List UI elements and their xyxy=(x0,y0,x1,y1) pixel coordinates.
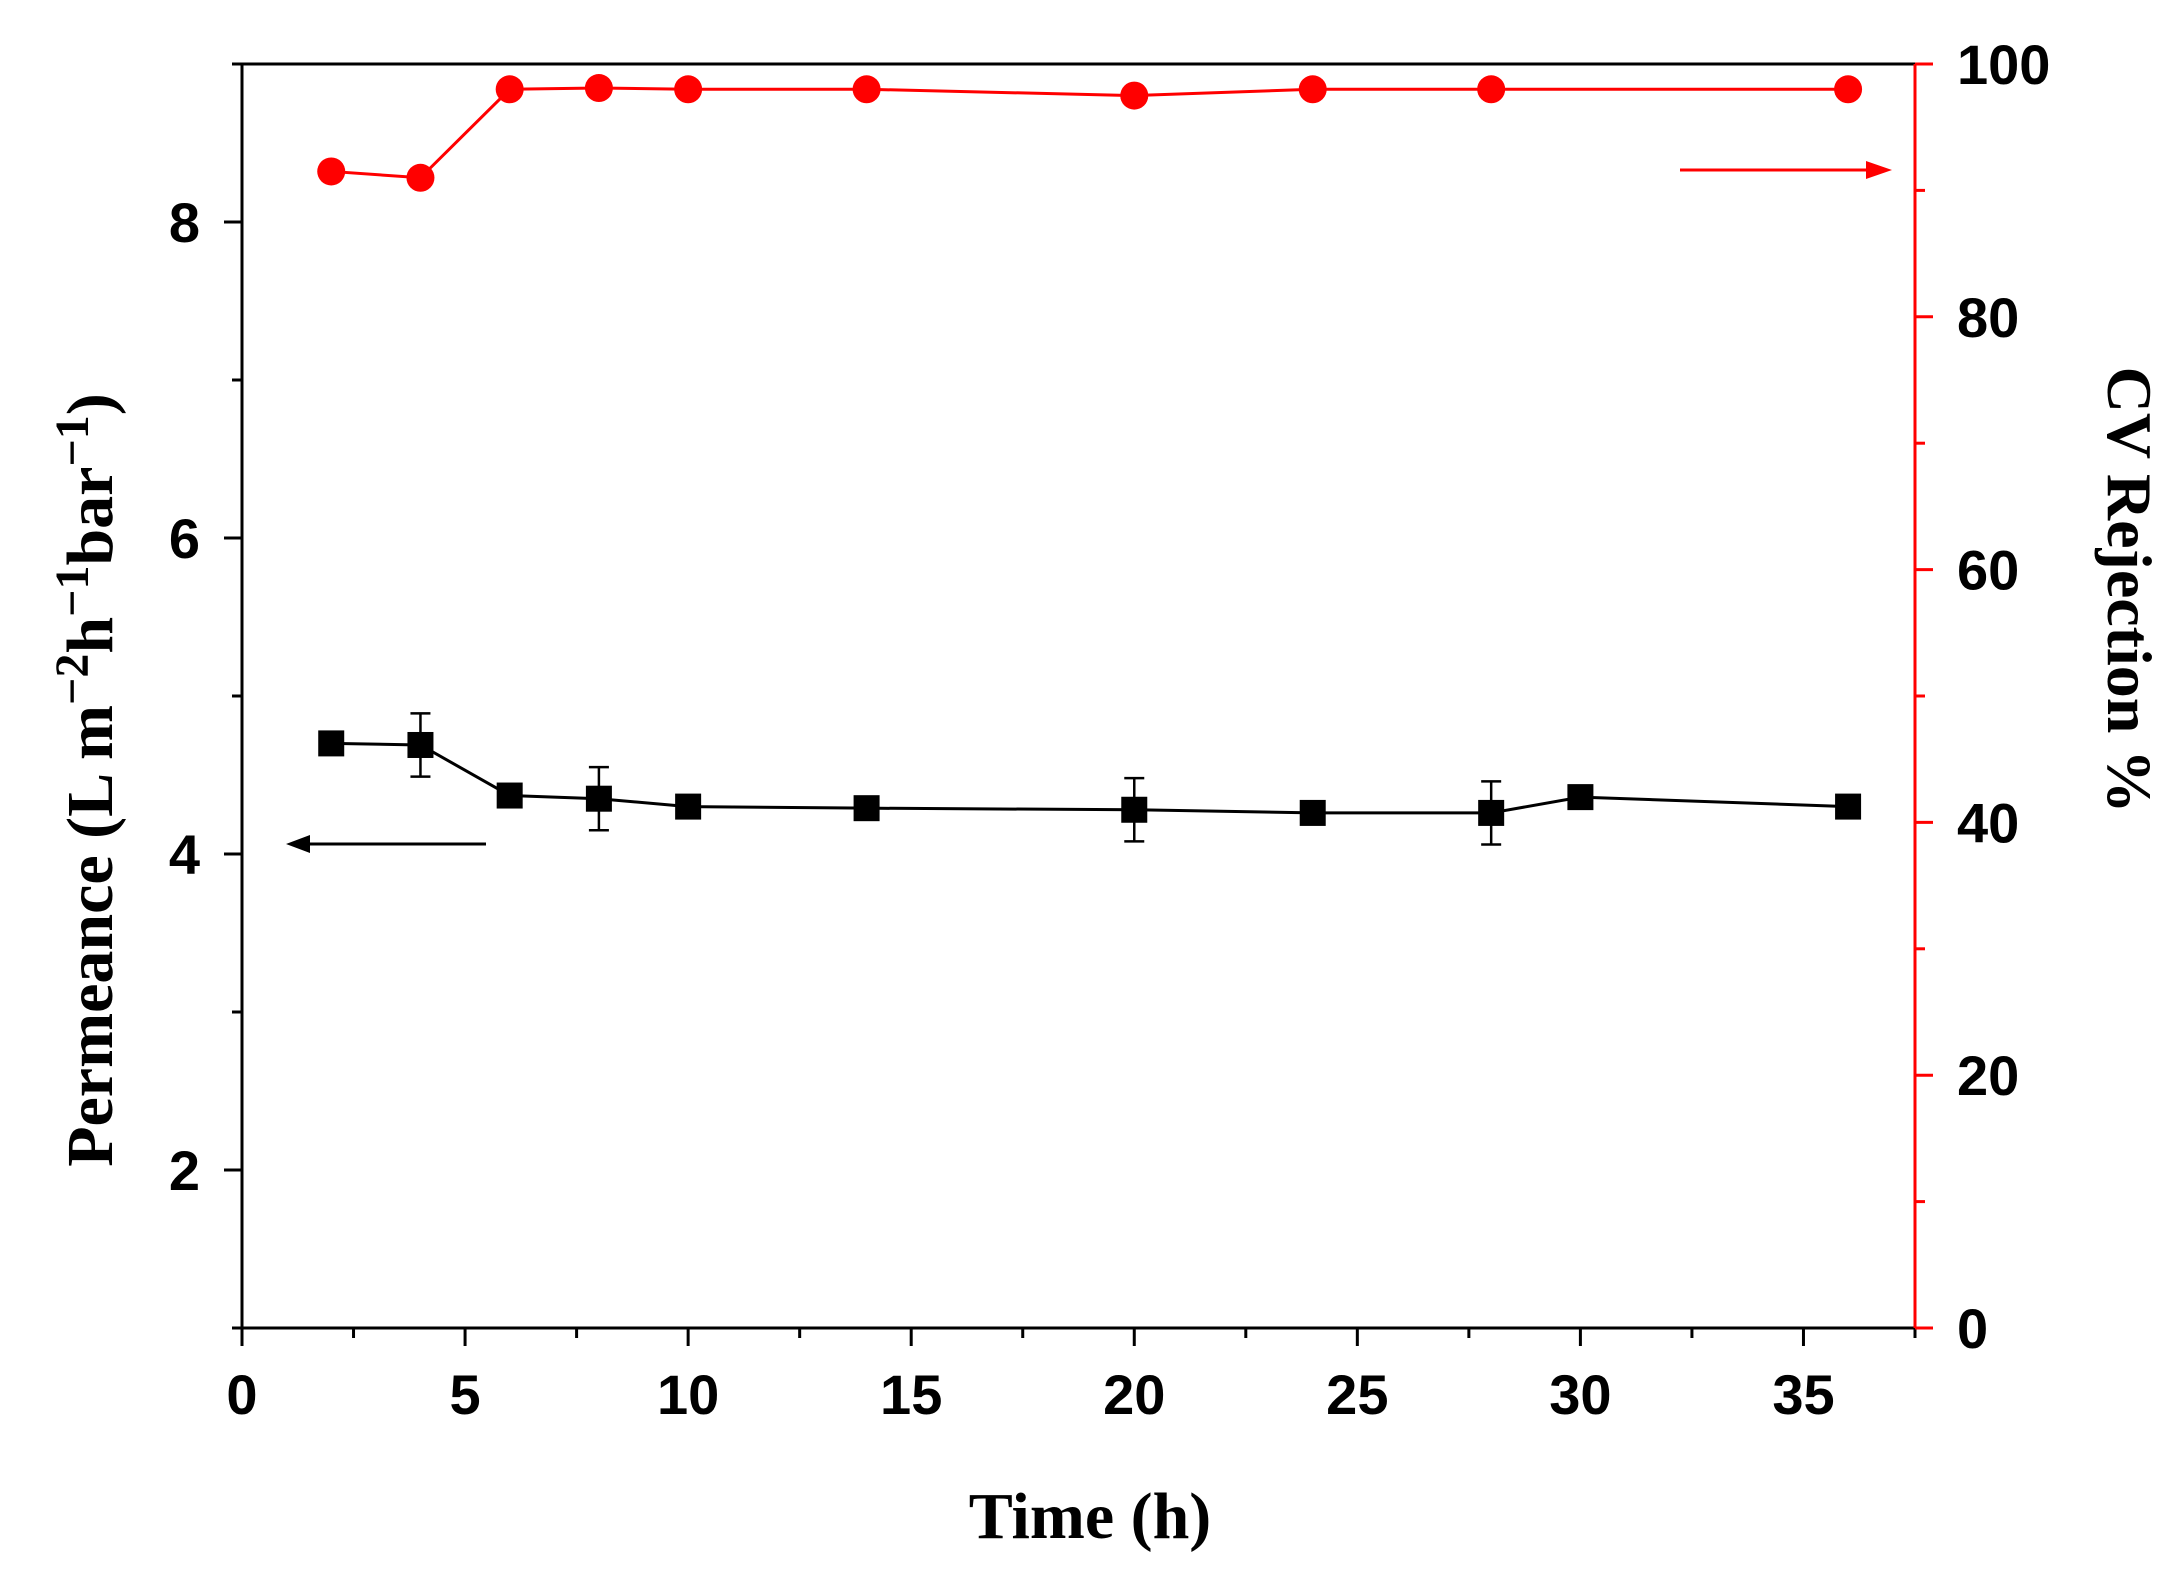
rejection-point xyxy=(406,163,435,192)
y-right-tick-label: 80 xyxy=(1957,286,2019,349)
rejection-point xyxy=(495,75,524,104)
rejection-point xyxy=(852,75,881,104)
y-right-tick-label: 20 xyxy=(1957,1044,2019,1107)
y-right-tick-label: 40 xyxy=(1957,791,2019,854)
y-left-title-mid1: h xyxy=(54,617,127,654)
rejection-point xyxy=(584,74,613,103)
labels-layer: Time (h) Permeance (L m−2h−1bar−1) CV Re… xyxy=(46,367,2160,1553)
y-left-tick-label: 4 xyxy=(169,823,200,886)
permeance-point xyxy=(1835,793,1862,820)
x-tick-label: 20 xyxy=(1103,1363,1165,1426)
permeance-point xyxy=(585,785,612,812)
y-left-title-prefix: Permeance (L m xyxy=(54,705,127,1167)
y-left-title-mid2: bar xyxy=(54,467,127,566)
y-left-title-sup2: −1 xyxy=(46,566,99,617)
rejection-point xyxy=(1834,75,1863,104)
y-right-tick-label: 100 xyxy=(1957,33,2050,96)
y-left-title-sup3: −1 xyxy=(46,415,99,466)
x-tick-label: 0 xyxy=(226,1363,257,1426)
permeance-point xyxy=(1121,796,1148,823)
left-arrow-head xyxy=(286,835,310,853)
x-tick-label: 25 xyxy=(1326,1363,1388,1426)
permeance-point xyxy=(318,730,345,757)
permeance-point xyxy=(496,782,523,809)
rejection-line xyxy=(331,86,1849,180)
y-left-tick-label: 2 xyxy=(169,1139,200,1202)
permeance-point xyxy=(1299,799,1326,826)
rejection-point xyxy=(1477,75,1506,104)
rejection-point xyxy=(1298,75,1327,104)
permeance-line xyxy=(331,741,1849,815)
x-tick-label: 5 xyxy=(449,1363,480,1426)
rejection-point xyxy=(1120,81,1149,110)
permeance-point xyxy=(675,793,702,820)
x-tick-label: 10 xyxy=(657,1363,719,1426)
series-layer xyxy=(286,74,1892,853)
permeance-point xyxy=(1478,799,1505,826)
y-right-tick-label: 0 xyxy=(1957,1297,1988,1360)
x-tick-label: 30 xyxy=(1549,1363,1611,1426)
y-right-tick-label: 60 xyxy=(1957,539,2019,602)
rejection-point xyxy=(674,75,703,104)
permeance-point xyxy=(853,795,880,822)
x-tick-label: 35 xyxy=(1772,1363,1834,1426)
x-axis-title: Time (h) xyxy=(969,1480,1212,1553)
right-arrow-head xyxy=(1866,161,1892,179)
permeance-point xyxy=(1567,784,1594,811)
permeance-point xyxy=(407,731,434,758)
rejection-point xyxy=(317,157,346,186)
y-left-title-suffix: ) xyxy=(54,393,127,415)
y-left-tick-label: 6 xyxy=(169,507,200,570)
x-tick-label: 15 xyxy=(880,1363,942,1426)
y-right-axis-title: CV Rejection % xyxy=(2094,367,2160,814)
y-left-title-sup1: −2 xyxy=(46,654,99,705)
y-left-tick-label: 8 xyxy=(169,191,200,254)
y-left-axis-title: Permeance (L m−2h−1bar−1) xyxy=(46,393,127,1167)
